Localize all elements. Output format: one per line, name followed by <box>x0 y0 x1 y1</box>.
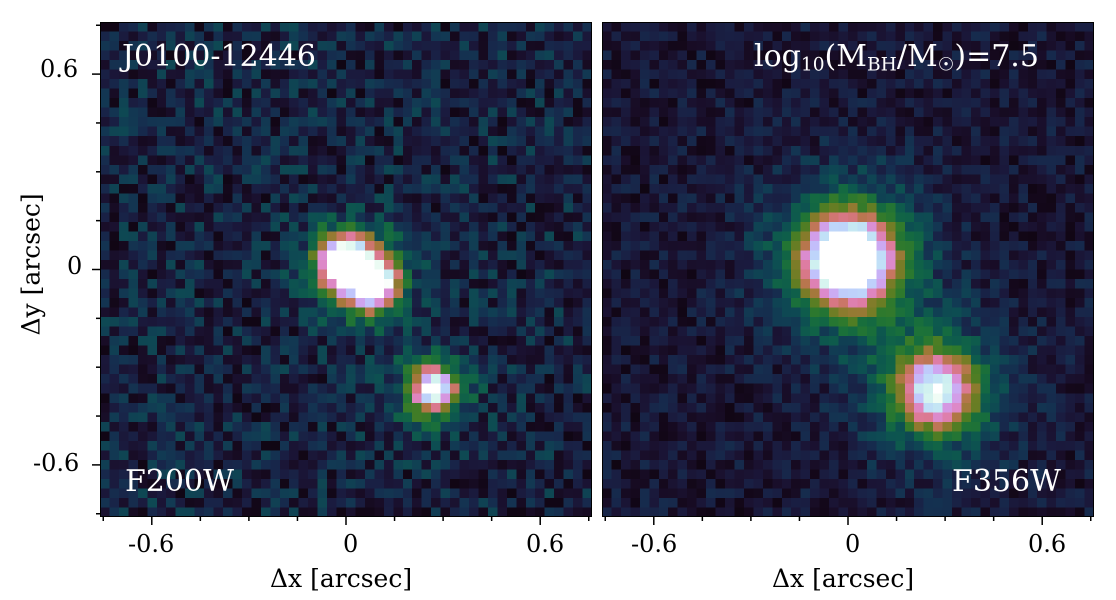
object-label: J0100-12446 <box>122 39 316 74</box>
image-f356w <box>602 22 1094 517</box>
image-panel-f356w: log10(MBH/M☉)=7.5 F356W <box>602 22 1094 517</box>
filter-label-f200w: F200W <box>125 464 234 499</box>
x-tick-label: 0 <box>845 530 861 558</box>
x-axis-label-left: Δx [arcsec] <box>270 564 413 593</box>
x-tick-label: -0.6 <box>128 530 175 558</box>
y-axis-label: Δy [arcsec] <box>16 193 46 336</box>
x-tick-label: 0.6 <box>526 530 565 558</box>
y-tick-label: 0 <box>67 252 83 280</box>
mass-annotation: log10(MBH/M☉)=7.5 <box>754 39 1039 76</box>
filter-label-f356w: F356W <box>952 464 1061 499</box>
y-tick-label: 0.6 <box>40 55 79 83</box>
image-f200w <box>100 22 592 517</box>
x-tick-label: 0.6 <box>1028 530 1067 558</box>
y-tick-label: -0.6 <box>33 449 80 477</box>
x-tick-label: -0.6 <box>631 530 678 558</box>
x-tick-label: 0 <box>343 530 359 558</box>
x-axis-label-right: Δx [arcsec] <box>772 564 915 593</box>
